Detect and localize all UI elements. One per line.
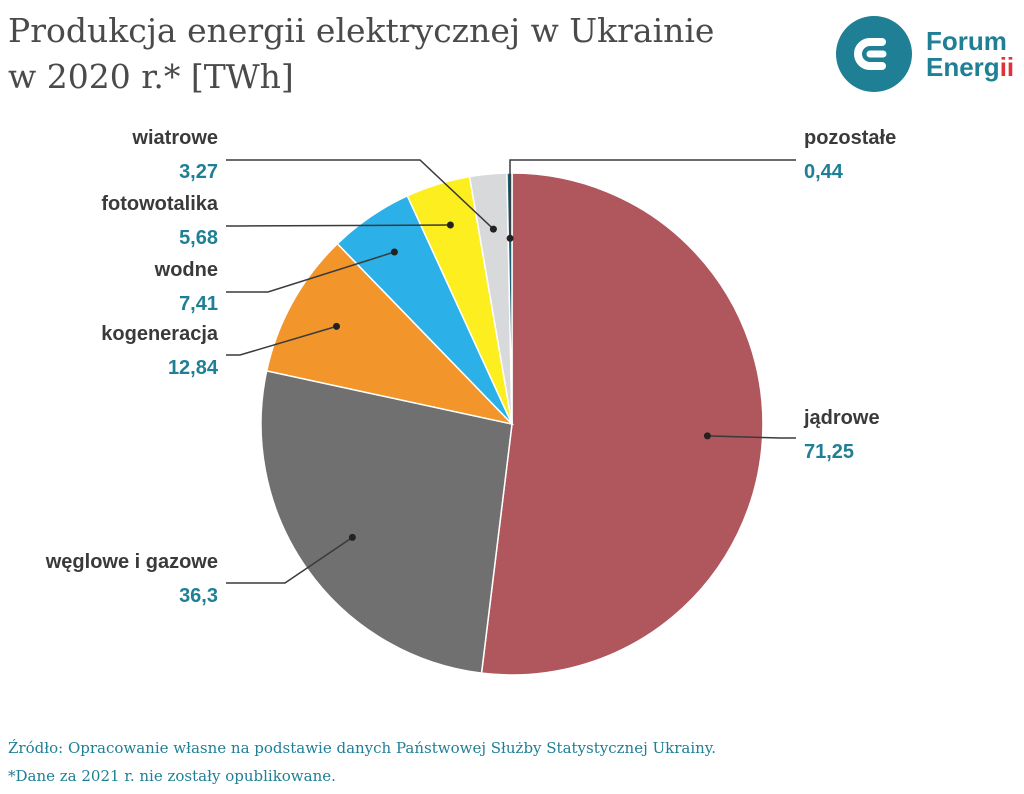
leader-line-jadrowe <box>707 435 796 439</box>
slice-label-wiatrowe: wiatrowe <box>131 127 218 149</box>
leader-dot-fotowotalika <box>446 221 454 229</box>
pie-slice-kogeneracja <box>265 242 515 426</box>
slice-value-wodne: 7,41 <box>179 293 218 315</box>
leader-line-wodne <box>226 251 395 293</box>
leader-dot-kogeneracja <box>333 322 340 330</box>
data-footnote: *Dane za 2021 r. nie zostały opublikowan… <box>8 767 336 785</box>
source-note: Źródło: Opracowanie własne na podstawie … <box>8 739 717 757</box>
leader-line-wiatrowe <box>226 159 494 230</box>
slice-value-pozostale: 0,44 <box>804 161 844 183</box>
slice-label-pozostale: pozostałe <box>804 127 896 149</box>
chart-title: Produkcja energii elektrycznej w Ukraini… <box>8 8 714 100</box>
footer: Źródło: Opracowanie własne na podstawie … <box>8 734 716 790</box>
pie-slice-weglowe-i-gazowe <box>260 369 513 674</box>
logo-wordmark: Forum Energii <box>926 28 1014 80</box>
pie-slice-jadrowe <box>480 172 764 676</box>
leader-dot-wiatrowe <box>489 225 497 233</box>
chart-title-line-1: Produkcja energii elektrycznej w Ukraini… <box>8 11 715 50</box>
forum-energii-logo: Forum Energii <box>836 16 1016 96</box>
logo-word-forum: Forum <box>926 26 1007 56</box>
slice-value-fotowotalika: 5,68 <box>179 227 218 249</box>
leader-line-fotowotalika <box>226 224 451 227</box>
logo-word-ii: ii <box>999 52 1015 82</box>
slice-value-kogeneracja: 12,84 <box>168 357 219 379</box>
leader-line-pozostale <box>509 159 796 239</box>
slice-value-wiatrowe: 3,27 <box>179 161 218 183</box>
leader-dot-wodne <box>390 248 398 256</box>
leader-dot-weglowe-i-gazowe <box>348 533 356 541</box>
logo-word-energii: Energii <box>926 54 1014 80</box>
leader-dot-pozostale <box>506 234 514 242</box>
slice-label-jadrowe: jądrowe <box>803 407 880 429</box>
leader-line-kogeneracja <box>226 325 337 356</box>
forum-energii-e-icon <box>836 16 912 92</box>
slice-label-fotowotalika: fotowotalika <box>101 193 219 215</box>
chart-title-line-2: w 2020 r.* [TWh] <box>8 57 294 96</box>
leader-line-weglowe-i-gazowe <box>226 536 353 584</box>
leader-dot-jadrowe <box>703 432 711 440</box>
slice-value-weglowe-i-gazowe: 36,3 <box>179 585 218 607</box>
slice-label-kogeneracja: kogeneracja <box>101 323 219 345</box>
slice-value-jadrowe: 71,25 <box>804 441 854 463</box>
pie-labels: jądrowe 71,25 węglowe i gazowe 36,3 kogenera… <box>45 127 897 607</box>
pie-slices <box>260 172 764 676</box>
slice-label-wodne: wodne <box>154 259 218 281</box>
slice-label-weglowe-i-gazowe: węglowe i gazowe <box>45 551 218 573</box>
logo-word-energ: Energ <box>926 52 1000 82</box>
